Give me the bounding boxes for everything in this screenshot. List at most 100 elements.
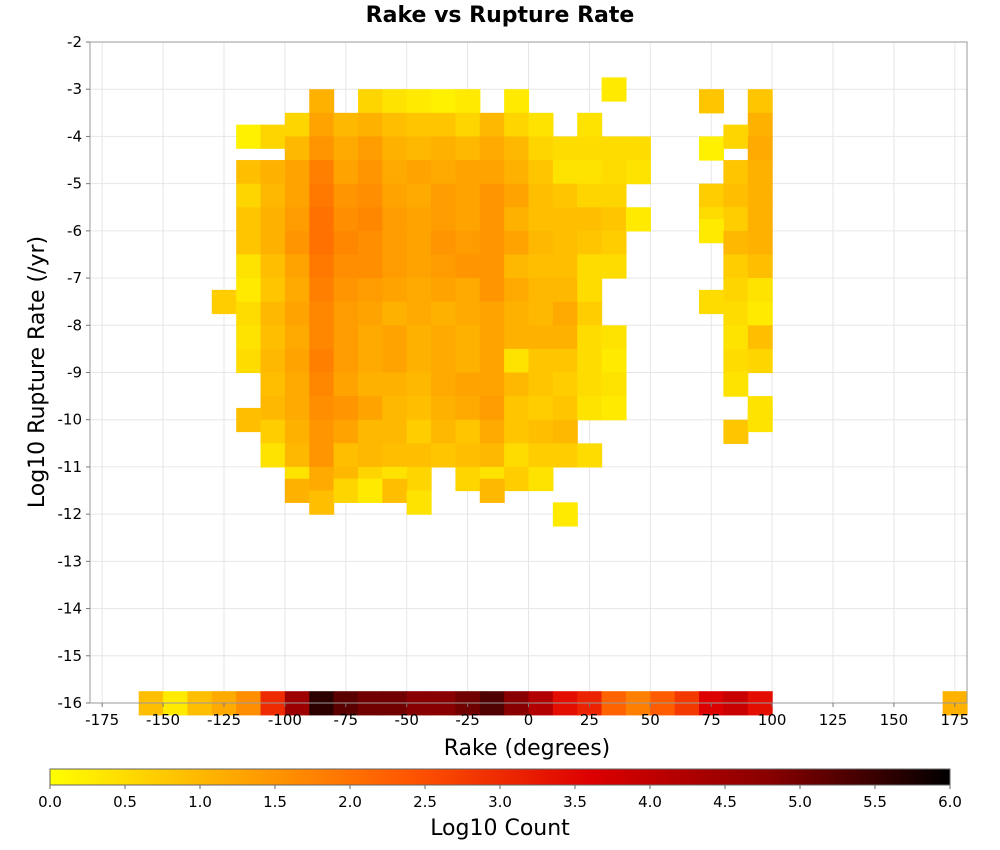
heatmap-cell [309,89,335,114]
heatmap-cell [236,407,262,433]
heatmap-cell [577,112,603,138]
heatmap-cell [601,183,627,208]
heatmap-cell [382,207,408,232]
heatmap-cell [309,372,335,397]
heatmap-cell [284,230,310,256]
heatmap-cell [528,419,554,444]
heatmap-cell [284,278,310,303]
heatmap-cell [747,183,773,208]
heatmap-cell [406,372,432,397]
heatmap-cell [284,183,310,208]
heatmap-cell [260,348,286,374]
x-tick-labels: -175 -150 -125 -100 -75 -50 -25 0 25 50 75 100 125 15… [85,703,969,729]
heatmap-cell [333,278,359,303]
heatmap-cell [406,443,432,468]
heatmap-cell [382,301,408,326]
x-tick-label: 50 [641,711,660,729]
heatmap-cell [601,254,627,279]
colorbar [49,768,951,786]
heatmap-cell [333,478,359,503]
heatmap-cell [455,325,481,350]
heatmap-cell [504,89,530,114]
heatmap-cell [552,183,578,208]
heatmap-cell [577,443,603,468]
heatmap-cell [309,230,335,256]
heatmap-cell [333,230,359,256]
colorbar-tick-label: 4.0 [638,793,662,811]
y-tick-label: -3 [67,80,82,98]
heatmap-cell [723,230,749,256]
heatmap-cell [723,207,749,232]
heatmap-cell [382,372,408,397]
heatmap-cell [552,136,578,161]
heatmap-cell [284,443,310,468]
heatmap-cell [528,254,554,279]
x-tick-label: 75 [702,711,721,729]
heatmap-cell [236,278,262,303]
heatmap-cell [284,112,310,138]
heatmap-cell [357,89,383,114]
heatmap-cell [260,372,286,397]
heatmap-cell [284,478,310,503]
heatmap-cell [747,207,773,232]
heatmap-cell [309,254,335,279]
heatmap-cell [552,396,578,421]
x-tick-label: 100 [758,711,787,729]
heatmap-cell [504,230,530,256]
heatmap-cell [357,372,383,397]
heatmap-cell [309,112,335,138]
heatmap-cell [431,348,457,374]
heatmap-cell [260,278,286,303]
heatmap-cell [479,348,505,374]
heatmap-cell [504,183,530,208]
heatmap-cell [528,278,554,303]
heatmap-cell [504,112,530,138]
heatmap-cell [431,254,457,279]
heatmap-cell [357,325,383,350]
heatmap-cell [479,443,505,468]
y-tick-label: -10 [58,411,83,429]
heatmap-cell [479,396,505,421]
colorbar-tick-label: 2.0 [338,793,362,811]
heatmap-cell [357,301,383,326]
heatmap-cell [357,348,383,374]
y-tick-label: -5 [67,175,82,193]
heatmap-cell [504,419,530,444]
heatmap-cell [406,466,432,492]
heatmap-cell [406,490,432,515]
heatmap-cell [747,112,773,138]
heatmap-cell [382,112,408,138]
heatmap-cell [577,136,603,161]
colorbar-tick-label: 5.5 [863,793,887,811]
heatmap-cell [284,301,310,326]
heatmap-cell [699,89,724,114]
heatmap-cell [406,89,432,114]
heatmap-cell [528,183,554,208]
x-axis-label: Rake (degrees) [444,736,611,761]
heatmap-cell [723,325,749,350]
heatmap-cell [333,183,359,208]
x-tick-label: 25 [580,711,599,729]
heatmap-cell [236,160,262,185]
colorbar-tick-label: 2.5 [413,793,437,811]
heatmap-cell [528,301,554,326]
heatmap-cell [479,325,505,350]
heatmap-cell [357,183,383,208]
heatmap-cell [699,136,724,161]
heatmap-cell [455,372,481,397]
y-tick-label: -16 [58,694,83,712]
heatmap-cell [625,136,651,161]
heatmap-cell [309,183,335,208]
heatmap-cell [236,183,262,208]
heatmap-cell [455,254,481,279]
heatmap-cell [747,89,773,114]
heatmap-cell [528,443,554,468]
heatmap-cell [431,136,457,161]
heatmap-cell [479,372,505,397]
heatmap-cell [357,230,383,256]
heatmap-cell [382,136,408,161]
heatmap-cell [406,325,432,350]
heatmap-cell [236,207,262,232]
heatmap-cell [406,183,432,208]
heatmap-cell [455,301,481,326]
